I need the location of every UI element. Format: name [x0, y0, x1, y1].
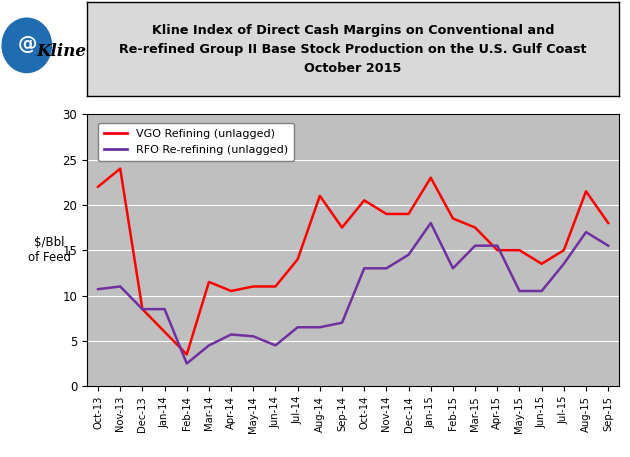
Text: Kline Index of Direct Cash Margins on Conventional and
Re-refined Group II Base : Kline Index of Direct Cash Margins on Co…: [119, 24, 587, 74]
FancyBboxPatch shape: [2, 18, 52, 73]
Text: @: @: [18, 35, 37, 54]
Text: Kline: Kline: [37, 43, 86, 59]
Legend: VGO Refining (unlagged), RFO Re-refining (unlagged): VGO Refining (unlagged), RFO Re-refining…: [98, 122, 294, 161]
Y-axis label: $/Bbl
of Feed: $/Bbl of Feed: [28, 236, 71, 264]
